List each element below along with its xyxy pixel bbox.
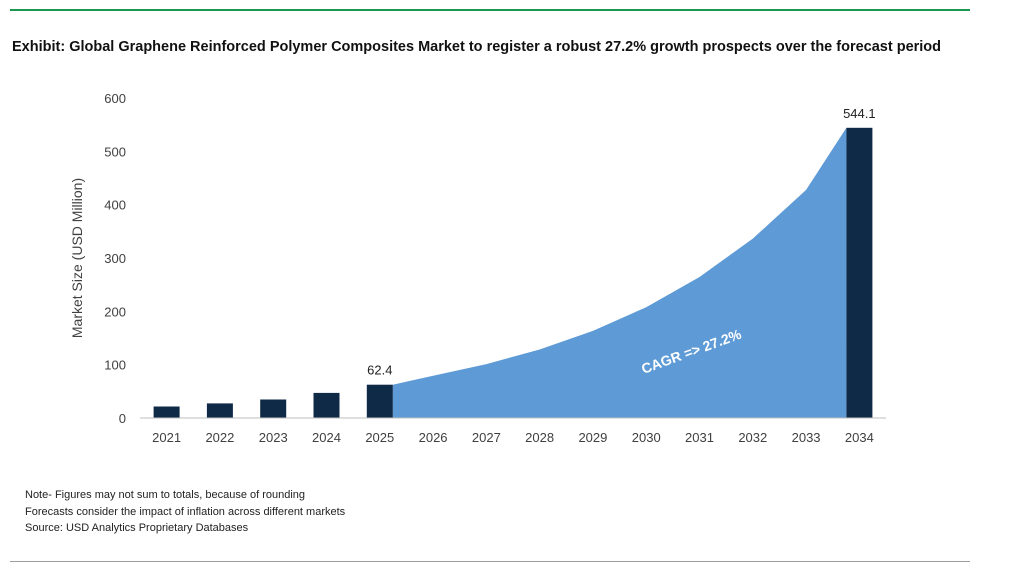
x-tick-label-2027: 2027 — [472, 430, 501, 445]
x-tick-label-2029: 2029 — [578, 430, 607, 445]
bar-2024 — [313, 392, 340, 418]
bar-2023 — [260, 399, 287, 418]
note-source: Source: USD Analytics Proprietary Databa… — [25, 522, 249, 534]
y-tick-label-0: 0 — [119, 411, 126, 426]
x-tick-label-2025: 2025 — [365, 430, 394, 445]
x-tick-label-2026: 2026 — [419, 430, 448, 445]
y-tick-label-500: 500 — [104, 144, 126, 159]
bar-2021 — [153, 406, 180, 418]
bar-2022 — [206, 403, 233, 418]
y-tick-label-600: 600 — [104, 91, 126, 106]
note-inflation: Forecasts consider the impact of inflati… — [25, 505, 346, 518]
x-tick-label-2024: 2024 — [312, 430, 341, 445]
note-rounding: Note- Figures may not sum to totals, bec… — [25, 489, 306, 501]
notes-block: Note- Figures may not sum to totals, bec… — [25, 487, 345, 537]
x-tick-label-2023: 2023 — [259, 430, 288, 445]
chart-title: Exhibit: Global Graphene Reinforced Poly… — [12, 39, 942, 55]
y-tick-label-400: 400 — [104, 198, 126, 213]
y-tick-label-100: 100 — [104, 358, 126, 373]
bottom-rule — [10, 561, 970, 562]
y-axis-title: Market Size (USD Million) — [69, 178, 85, 338]
y-tick-label-200: 200 — [104, 304, 126, 319]
y-tick-label-300: 300 — [104, 251, 126, 266]
x-tick-label-2031: 2031 — [685, 430, 714, 445]
top-accent-rule — [10, 9, 970, 11]
x-tick-label-2030: 2030 — [632, 430, 661, 445]
x-tick-label-2034: 2034 — [845, 430, 874, 445]
x-tick-label-2022: 2022 — [205, 430, 234, 445]
x-tick-label-2021: 2021 — [152, 430, 181, 445]
data-label-2025: 62.4 — [367, 363, 392, 378]
bar-2025 — [366, 384, 393, 418]
x-tick-label-2033: 2033 — [792, 430, 821, 445]
cagr-growth-area — [392, 127, 847, 419]
data-label-2034: 544.1 — [843, 106, 876, 121]
x-tick-label-2032: 2032 — [738, 430, 767, 445]
x-tick-label-2028: 2028 — [525, 430, 554, 445]
bar-2034 — [846, 127, 873, 419]
